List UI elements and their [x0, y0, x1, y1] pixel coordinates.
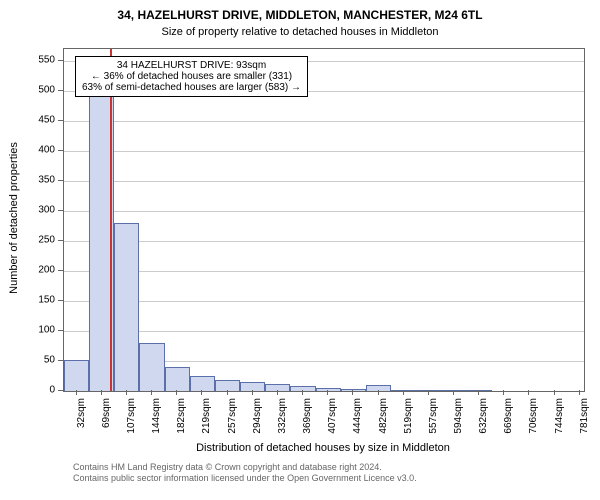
x-tick: [277, 390, 278, 395]
x-tick-label: 369sqm: [302, 398, 313, 446]
property-marker-line: [110, 49, 112, 391]
info-annotation-box: 34 HAZELHURST DRIVE: 93sqm ← 36% of deta…: [75, 56, 308, 97]
x-tick: [252, 390, 253, 395]
y-tick: [58, 150, 63, 151]
x-tick: [126, 390, 127, 395]
x-tick-label: 669sqm: [503, 398, 514, 446]
y-tick-label: 100: [0, 325, 55, 336]
histogram-bar: [265, 384, 290, 391]
grid-line: [64, 151, 584, 152]
x-tick: [378, 390, 379, 395]
x-tick: [76, 390, 77, 395]
grid-line: [64, 211, 584, 212]
histogram-bar: [64, 360, 89, 391]
y-tick: [58, 90, 63, 91]
x-tick-label: 32sqm: [76, 398, 87, 446]
histogram-bar: [391, 390, 416, 391]
y-tick-label: 350: [0, 175, 55, 186]
y-tick-label: 50: [0, 355, 55, 366]
y-tick: [58, 390, 63, 391]
histogram-bar: [114, 223, 139, 391]
x-tick-label: 294sqm: [252, 398, 263, 446]
x-tick: [453, 390, 454, 395]
x-tick: [151, 390, 152, 395]
x-tick: [101, 390, 102, 395]
x-tick-label: 332sqm: [277, 398, 288, 446]
chart-subtitle: Size of property relative to detached ho…: [0, 26, 600, 38]
x-tick-label: 557sqm: [428, 398, 439, 446]
x-tick-label: 144sqm: [151, 398, 162, 446]
histogram-bar: [467, 390, 492, 391]
y-tick-label: 450: [0, 115, 55, 126]
x-tick: [428, 390, 429, 395]
x-tick: [503, 390, 504, 395]
x-tick-label: 706sqm: [528, 398, 539, 446]
y-tick: [58, 60, 63, 61]
info-line-3: 63% of semi-detached houses are larger (…: [82, 82, 301, 93]
x-tick: [201, 390, 202, 395]
x-tick-label: 257sqm: [227, 398, 238, 446]
y-tick-label: 500: [0, 85, 55, 96]
y-tick-label: 550: [0, 55, 55, 66]
y-tick: [58, 330, 63, 331]
x-tick: [579, 390, 580, 395]
x-tick-label: 182sqm: [176, 398, 187, 446]
histogram-bar: [190, 376, 215, 391]
y-tick-label: 150: [0, 295, 55, 306]
x-tick-label: 594sqm: [453, 398, 464, 446]
histogram-bar: [240, 382, 265, 391]
y-tick: [58, 360, 63, 361]
histogram-chart: 34, HAZELHURST DRIVE, MIDDLETON, MANCHES…: [0, 0, 600, 500]
grid-line: [64, 331, 584, 332]
y-tick: [58, 270, 63, 271]
y-tick: [58, 210, 63, 211]
x-tick-label: 69sqm: [101, 398, 112, 446]
x-tick: [327, 390, 328, 395]
grid-line: [64, 121, 584, 122]
histogram-bar: [165, 367, 190, 391]
y-tick-label: 200: [0, 265, 55, 276]
x-tick-label: 632sqm: [478, 398, 489, 446]
x-tick: [352, 390, 353, 395]
x-tick-label: 482sqm: [378, 398, 389, 446]
histogram-bar: [341, 389, 366, 391]
grid-line: [64, 301, 584, 302]
x-tick: [528, 390, 529, 395]
attribution-line-2: Contains public sector information licen…: [73, 473, 417, 484]
x-tick: [478, 390, 479, 395]
x-tick: [403, 390, 404, 395]
grid-line: [64, 241, 584, 242]
x-tick: [302, 390, 303, 395]
x-tick: [227, 390, 228, 395]
x-tick-label: 744sqm: [554, 398, 565, 446]
y-tick-label: 300: [0, 205, 55, 216]
x-tick: [176, 390, 177, 395]
y-tick-label: 0: [0, 385, 55, 396]
y-tick: [58, 240, 63, 241]
grid-line: [64, 181, 584, 182]
x-tick-label: 407sqm: [327, 398, 338, 446]
attribution-text: Contains HM Land Registry data © Crown c…: [73, 462, 417, 484]
x-tick-label: 781sqm: [579, 398, 590, 446]
y-tick: [58, 120, 63, 121]
x-tick-label: 107sqm: [126, 398, 137, 446]
y-tick: [58, 300, 63, 301]
grid-line: [64, 271, 584, 272]
info-line-1: 34 HAZELHURST DRIVE: 93sqm: [82, 60, 301, 71]
y-tick-label: 250: [0, 235, 55, 246]
histogram-bar: [316, 388, 341, 391]
info-line-2: ← 36% of detached houses are smaller (33…: [82, 71, 301, 82]
plot-area: [63, 48, 585, 392]
y-tick-label: 400: [0, 145, 55, 156]
attribution-line-1: Contains HM Land Registry data © Crown c…: [73, 462, 417, 473]
chart-title: 34, HAZELHURST DRIVE, MIDDLETON, MANCHES…: [0, 8, 600, 22]
y-tick: [58, 180, 63, 181]
histogram-bar: [416, 390, 441, 391]
x-tick: [554, 390, 555, 395]
x-tick-label: 519sqm: [403, 398, 414, 446]
histogram-bar: [139, 343, 164, 391]
x-tick-label: 444sqm: [352, 398, 363, 446]
x-tick-label: 219sqm: [201, 398, 212, 446]
